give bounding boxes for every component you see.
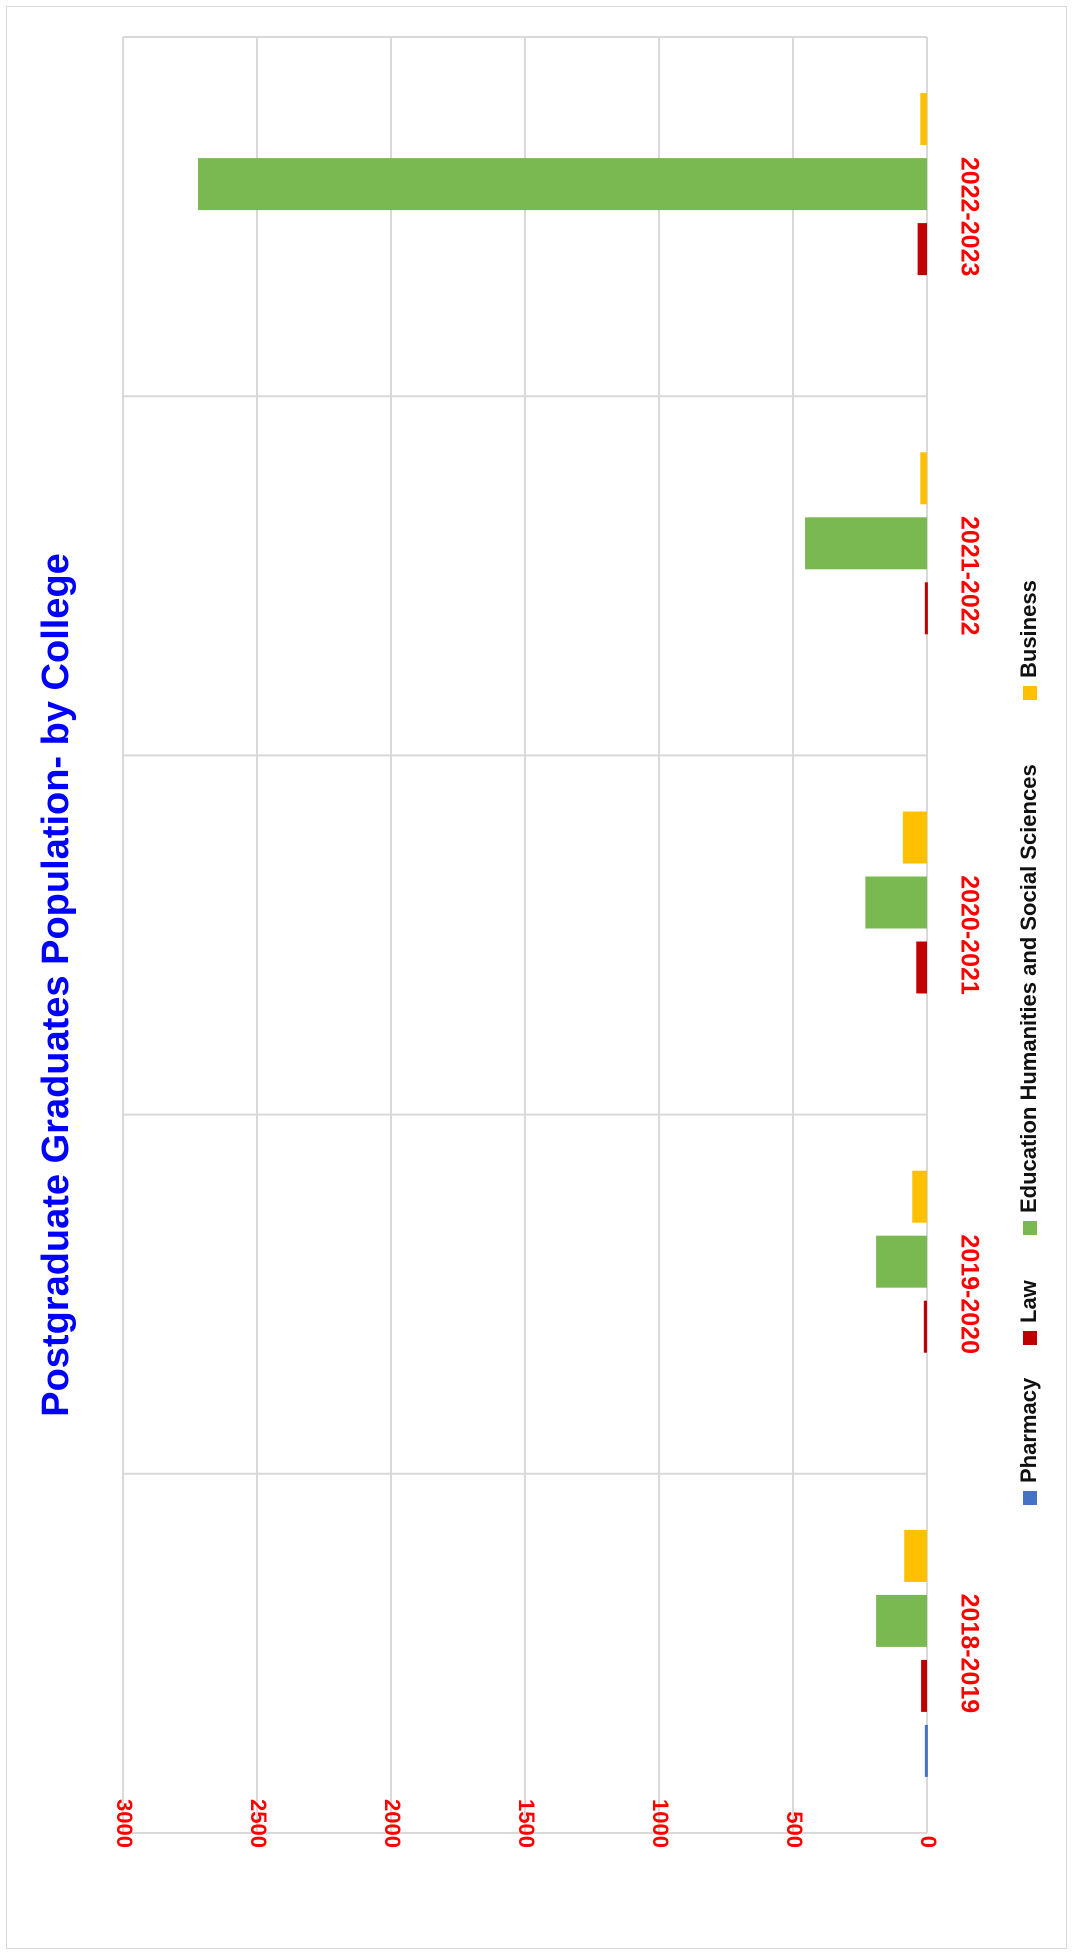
y-tick-label: 2000 [380, 1799, 405, 1848]
category-label: 2020-2021 [955, 875, 983, 995]
chart-title: Postgraduate Graduates Population- by Co… [35, 553, 77, 1417]
bar-business-2022-2023 [920, 93, 927, 146]
legend-swatch [1023, 1491, 1037, 1505]
legend-swatch [1023, 1331, 1037, 1345]
y-tick-label: 1500 [514, 1799, 539, 1848]
legend-label: Business [1016, 580, 1041, 678]
gridlines [122, 36, 928, 1834]
bar-business-2018-2019 [904, 1529, 927, 1582]
y-tick-label: 1000 [648, 1799, 673, 1848]
y-tick-label: 2500 [246, 1799, 271, 1848]
category-label: 2019-2020 [955, 1234, 983, 1354]
y-tick-label: 3000 [112, 1799, 137, 1848]
legend: Pharmacy Law Education Humanities and Soci… [1016, 580, 1041, 1505]
category-label: 2018-2019 [955, 1594, 983, 1714]
legend-swatch [1023, 1221, 1037, 1235]
bar-law-2021-2022 [924, 582, 928, 635]
bar-business-2019-2020 [912, 1170, 927, 1223]
y-axis-ticks: 0 500 1000 1500 2000 2500 3000 [112, 1799, 941, 1848]
bar-business-2021-2022 [920, 452, 927, 505]
bar-pharmacy-2018-2019 [924, 1724, 928, 1777]
bar-business-2020-2021 [902, 811, 927, 864]
category-label: 2022-2023 [955, 157, 983, 277]
bar-law-2018-2019 [921, 1659, 927, 1712]
y-tick-label: 0 [916, 1836, 941, 1848]
x-axis-categories: 2018-2019 2019-2020 2020-2021 2021-2022 2022… [955, 157, 983, 1713]
chart-frame [6, 6, 1067, 1949]
legend-label: Law [1016, 1279, 1041, 1323]
bar-law-2022-2023 [917, 223, 927, 276]
legend-label: Education Humanities and Social Sciences [1016, 764, 1041, 1213]
bar-education-humanities-and-social-sciences-2022-2023 [198, 158, 928, 211]
bar-law-2019-2020 [923, 1300, 927, 1353]
bar-law-2020-2021 [916, 941, 927, 994]
bar-education-humanities-and-social-sciences-2019-2020 [876, 1235, 927, 1288]
bar-education-humanities-and-social-sciences-2020-2021 [865, 876, 927, 929]
bar-education-humanities-and-social-sciences-2021-2022 [805, 517, 927, 570]
legend-label: Pharmacy [1016, 1377, 1041, 1483]
bar-education-humanities-and-social-sciences-2018-2019 [876, 1594, 927, 1647]
y-tick-label: 500 [782, 1811, 807, 1848]
bars [198, 93, 928, 1777]
category-label: 2021-2022 [955, 516, 983, 636]
legend-swatch [1023, 686, 1037, 700]
